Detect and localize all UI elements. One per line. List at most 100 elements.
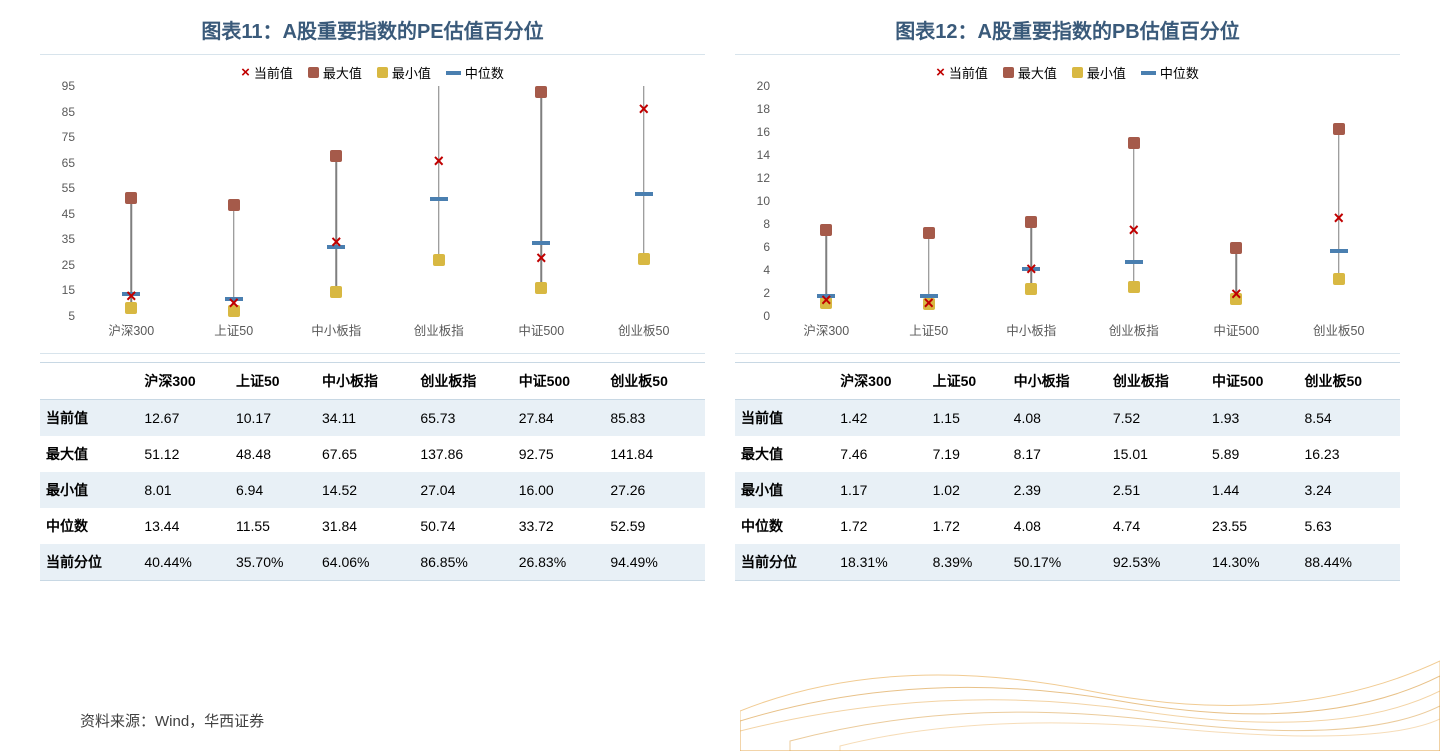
table-cell: 8.39%: [927, 544, 1008, 581]
table-row-header: 最大值: [40, 436, 138, 472]
table-cell: 50.74: [414, 508, 512, 544]
table-cell: 2.51: [1107, 472, 1206, 508]
current-marker: ×: [1026, 260, 1037, 278]
table-cell: 1.42: [834, 400, 926, 437]
series-column: ×: [593, 86, 695, 316]
table-row-header: 中位数: [40, 508, 138, 544]
table-cell: 16.00: [513, 472, 605, 508]
table-cell: 26.83%: [513, 544, 605, 581]
table-cell: 1.17: [834, 472, 926, 508]
min-marker: [638, 253, 650, 265]
x-label: 中证500: [490, 316, 593, 346]
main-container: 图表11：A股重要指数的PE估值百分位 ×当前值 最大值 最小值 中位数 515…: [0, 0, 1440, 581]
legend-right: ×当前值 最大值 最小值 中位数: [735, 55, 1400, 86]
min-marker: [433, 254, 445, 266]
table-cell: 92.75: [513, 436, 605, 472]
table-corner: [40, 363, 138, 400]
table-row: 中位数13.4411.5531.8450.7433.7252.59: [40, 508, 705, 544]
y-tick: 55: [62, 181, 75, 195]
x-label: 创业板指: [1083, 316, 1186, 346]
table-cell: 1.15: [927, 400, 1008, 437]
legend-min: 最小值: [1072, 63, 1126, 82]
x-label: 中小板指: [980, 316, 1083, 346]
x-label: 中证500: [1185, 316, 1288, 346]
legend-max: 最大值: [308, 63, 362, 82]
table-row: 当前分位40.44%35.70%64.06%86.85%26.83%94.49%: [40, 544, 705, 581]
x-label: 创业板指: [388, 316, 491, 346]
max-marker: [330, 150, 342, 162]
table-cell: 10.17: [230, 400, 316, 437]
max-marker: [535, 86, 547, 98]
table-cell: 34.11: [316, 400, 414, 437]
table-cell: 86.85%: [414, 544, 512, 581]
legend-left: ×当前值 最大值 最小值 中位数: [40, 55, 705, 86]
y-tick: 5: [68, 309, 75, 323]
plot-right: 02468101214161820 ××××××: [775, 86, 1390, 316]
max-marker: [1128, 137, 1140, 149]
max-square-icon: [308, 67, 319, 78]
y-tick: 95: [62, 79, 75, 93]
max-marker: [125, 192, 137, 204]
table-cell: 2.39: [1008, 472, 1107, 508]
table-cell: 6.94: [230, 472, 316, 508]
table-cell: 35.70%: [230, 544, 316, 581]
table-row-header: 最小值: [40, 472, 138, 508]
legend-median: 中位数: [446, 63, 504, 82]
x-label: 上证50: [183, 316, 286, 346]
data-table-left: 沪深300上证50中小板指创业板指中证500创业板50当前值12.6710.17…: [40, 362, 705, 581]
table-row: 最小值8.016.9414.5227.0416.0027.26: [40, 472, 705, 508]
y-tick: 20: [757, 79, 770, 93]
table-cell: 1.72: [927, 508, 1008, 544]
current-marker: ×: [331, 233, 342, 251]
y-tick: 12: [757, 171, 770, 185]
y-tick: 6: [763, 240, 770, 254]
median-marker: [1125, 260, 1143, 264]
x-axis-left: 沪深300上证50中小板指创业板指中证500创业板50: [80, 316, 695, 346]
table-col-header: 沪深300: [834, 363, 926, 400]
table-col-header: 中小板指: [1008, 363, 1107, 400]
table-cell: 7.52: [1107, 400, 1206, 437]
current-marker: ×: [126, 287, 137, 305]
y-tick: 45: [62, 207, 75, 221]
y-tick: 25: [62, 258, 75, 272]
chart-title-left: 图表11：A股重要指数的PE估值百分位: [40, 15, 705, 44]
table-cell: 4.08: [1008, 508, 1107, 544]
source-text: 资料来源：Wind，华西证券: [80, 710, 264, 731]
table-corner: [735, 363, 834, 400]
series-column: ×: [388, 86, 490, 316]
table-cell: 7.19: [927, 436, 1008, 472]
range-line: [1338, 129, 1340, 278]
max-marker: [1025, 216, 1037, 228]
series-column: ×: [80, 86, 182, 316]
table-cell: 8.01: [138, 472, 230, 508]
x-label: 创业板50: [1288, 316, 1391, 346]
max-marker: [820, 224, 832, 236]
y-axis-right: 02468101214161820: [740, 86, 770, 316]
median-marker: [635, 192, 653, 196]
table-cell: 94.49%: [604, 544, 705, 581]
y-axis-left: 5152535455565758595: [45, 86, 75, 316]
x-axis-right: 沪深300上证50中小板指创业板指中证500创业板50: [775, 316, 1390, 346]
table-cell: 13.44: [138, 508, 230, 544]
table-cell: 3.24: [1298, 472, 1400, 508]
table-cell: 4.74: [1107, 508, 1206, 544]
left-panel: 图表11：A股重要指数的PE估值百分位 ×当前值 最大值 最小值 中位数 515…: [40, 15, 705, 581]
table-row-header: 当前值: [735, 400, 834, 437]
x-label: 沪深300: [80, 316, 183, 346]
table-cell: 23.55: [1206, 508, 1298, 544]
table-cell: 52.59: [604, 508, 705, 544]
table-cell: 1.72: [834, 508, 926, 544]
series-column: ×: [183, 86, 285, 316]
table-row-header: 当前分位: [40, 544, 138, 581]
series-column: ×: [878, 86, 980, 316]
table-col-header: 上证50: [230, 363, 316, 400]
y-tick: 65: [62, 156, 75, 170]
table-cell: 18.31%: [834, 544, 926, 581]
series-column: ×: [980, 86, 1082, 316]
plot-left: 5152535455565758595 ××××××: [80, 86, 695, 316]
table-cell: 15.01: [1107, 436, 1206, 472]
current-marker: ×: [923, 294, 934, 312]
series-column: ×: [490, 86, 592, 316]
table-cell: 141.84: [604, 436, 705, 472]
table-cell: 50.17%: [1008, 544, 1107, 581]
